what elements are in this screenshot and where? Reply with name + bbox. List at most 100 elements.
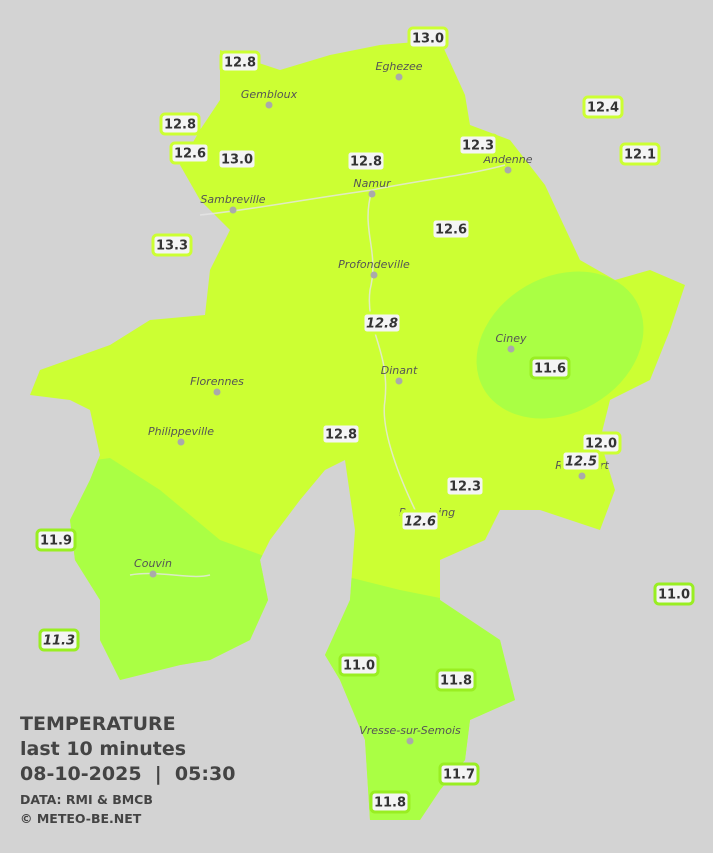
reading-value: 11.6 (534, 362, 566, 377)
reading-box (369, 790, 411, 814)
town-label: Vresse-sur-Semois (359, 724, 461, 737)
reading: 12.8 (361, 311, 403, 335)
town-dot (395, 377, 403, 385)
rivers (129, 164, 506, 578)
town-label: Namur (353, 177, 392, 190)
subtitle: last 10 minutes (20, 738, 186, 760)
town-label: Ciney (496, 332, 527, 345)
town-label: Profondeville (338, 258, 410, 271)
town-label: Dinant (381, 364, 418, 377)
reading: 12.3 (457, 133, 499, 157)
reading-box (529, 356, 571, 380)
town-dot (229, 206, 237, 214)
reading-value: 12.8 (325, 428, 357, 443)
town-dot (578, 472, 586, 480)
reading: 12.8 (219, 50, 261, 74)
reading-value: 12.8 (224, 56, 256, 71)
reading-value: 12.6 (174, 147, 206, 162)
reading-box (653, 582, 695, 606)
town-label: Florennes (190, 375, 244, 388)
reading: 11.8 (435, 668, 477, 692)
reading-value: 11.9 (40, 534, 72, 549)
town-label: Philippeville (148, 425, 214, 438)
town-label: Eghezee (376, 60, 423, 73)
reading: 11.9 (35, 528, 77, 552)
reading-value: 11.0 (658, 588, 690, 603)
reading-value: 13.0 (221, 153, 253, 168)
reading: 12.6 (399, 509, 441, 533)
credit: © METEO-BE.NET (20, 811, 142, 826)
reading-box (169, 141, 211, 165)
reading-box (457, 133, 499, 157)
town-dot (507, 345, 515, 353)
town-dot (368, 190, 376, 198)
town-dot (406, 737, 414, 745)
town-dot (149, 570, 157, 578)
reading-box (345, 149, 387, 173)
reading: 12.1 (619, 142, 661, 166)
reading-value: 12.5 (565, 455, 597, 470)
reading-value: 12.8 (350, 155, 382, 170)
town-dot (265, 101, 273, 109)
reading-value: 13.0 (412, 32, 444, 47)
reading-box (35, 528, 77, 552)
town-label: Andenne (483, 153, 533, 166)
town-label: Couvin (134, 557, 172, 570)
town-dot (213, 388, 221, 396)
reading: 11.7 (438, 762, 480, 786)
reading-box (438, 762, 480, 786)
reading-value: 11.8 (440, 674, 472, 689)
reading-box (38, 628, 80, 652)
town-dot (177, 438, 185, 446)
reading-value: 11.7 (443, 768, 475, 783)
source: DATA: RMI & BMCB (20, 792, 153, 807)
reading-value: 12.1 (624, 148, 656, 163)
reading-box (582, 95, 624, 119)
readings: 12.8 13.0 12.4 12.8 12.3 12.1 12.6 13.0 12.8 13.3… (35, 26, 695, 814)
town-dot (370, 271, 378, 279)
reading-value: 12.8 (366, 317, 398, 332)
reading: 13.0 (216, 147, 258, 171)
reading-value: 13.3 (156, 239, 188, 254)
reading-box (444, 474, 486, 498)
reading: 11.6 (529, 356, 571, 380)
reading-box (361, 311, 403, 335)
reading-value: 12.8 (164, 118, 196, 133)
reading-value: 12.6 (404, 515, 436, 530)
town-label: Gembloux (241, 88, 298, 101)
reading-box (430, 217, 472, 241)
reading: 12.3 (444, 474, 486, 498)
reading-value: 11.3 (43, 634, 75, 649)
reading: 12.6 (169, 141, 211, 165)
reading-box (435, 668, 477, 692)
reading-box (399, 509, 441, 533)
title: TEMPERATURE (20, 713, 176, 735)
reading-box (320, 422, 362, 446)
datetime: 08-10-2025 | 05:30 (20, 763, 235, 785)
town-dot (395, 73, 403, 81)
reading-box (560, 449, 602, 473)
reading: 12.8 (159, 112, 201, 136)
reading-value: 12.3 (462, 139, 494, 154)
reading-value: 12.0 (585, 437, 617, 452)
reading-value: 12.6 (435, 223, 467, 238)
reading-value: 11.8 (374, 796, 406, 811)
reading-box (159, 112, 201, 136)
reading: 12.5 (560, 449, 602, 473)
reading: 12.8 (345, 149, 387, 173)
reading-value: 12.3 (449, 480, 481, 495)
reading: 11.0 (338, 653, 380, 677)
town-label: Sambreville (200, 193, 265, 206)
reading-box (407, 26, 449, 50)
reading-box (338, 653, 380, 677)
reading-value: 11.0 (343, 659, 375, 674)
reading: 12.4 (582, 95, 624, 119)
reading-value: 12.4 (587, 101, 619, 116)
reading: 12.6 (430, 217, 472, 241)
reading: 11.8 (369, 790, 411, 814)
reading: 12.0 (580, 431, 622, 455)
town-dot (504, 166, 512, 174)
reading: 11.3 (38, 628, 80, 652)
reading: 12.8 (320, 422, 362, 446)
